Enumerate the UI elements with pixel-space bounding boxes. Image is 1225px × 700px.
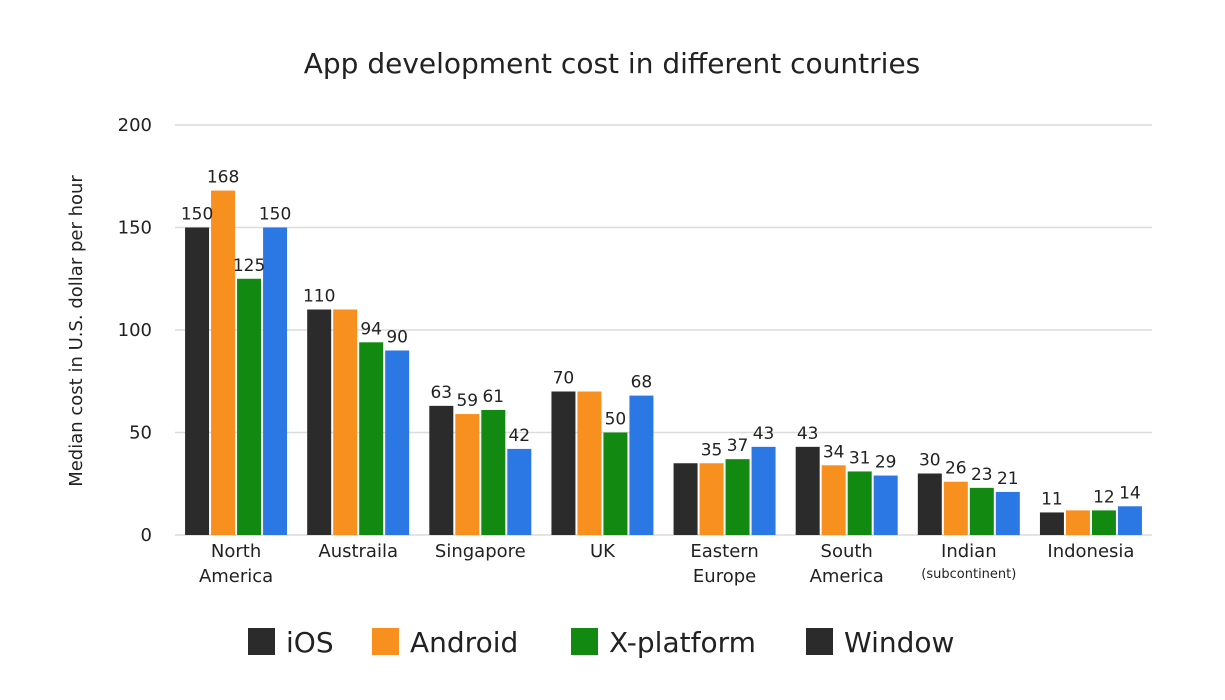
data-label: 11 xyxy=(1041,489,1063,509)
bar-window xyxy=(629,395,654,535)
x-category-label: America xyxy=(199,566,273,587)
data-label: 43 xyxy=(753,424,775,444)
data-label: 90 xyxy=(386,328,408,348)
data-label: 23 xyxy=(971,465,993,485)
bar-ios xyxy=(551,391,576,535)
data-label: 110 xyxy=(303,287,335,307)
data-label: 61 xyxy=(482,387,504,407)
data-label: 43 xyxy=(797,424,819,444)
data-label: 150 xyxy=(259,205,291,225)
legend-swatch-ios xyxy=(248,628,275,655)
bar-x-platform xyxy=(237,278,262,535)
bar-android xyxy=(821,465,846,535)
data-label: 14 xyxy=(1119,483,1141,503)
x-category-label: Austraila xyxy=(318,541,398,562)
x-category-label: Indonesia xyxy=(1047,541,1134,562)
bars xyxy=(185,190,1142,535)
bar-ios xyxy=(1039,512,1064,535)
bar-window xyxy=(995,491,1020,535)
x-category-label: America xyxy=(810,566,884,587)
data-label: 12 xyxy=(1093,487,1115,507)
y-tick-label: 50 xyxy=(129,423,152,444)
y-axis-ticks: 0 50 100 150 200 xyxy=(118,115,152,546)
data-label: 29 xyxy=(875,453,897,473)
bar-x-platform xyxy=(847,471,872,535)
data-label: 68 xyxy=(631,373,653,393)
bar-android xyxy=(577,391,602,535)
bar-android xyxy=(699,463,724,535)
y-tick-label: 200 xyxy=(118,115,152,136)
data-label: 50 xyxy=(605,410,627,430)
chart-title: App development cost in different countr… xyxy=(304,47,921,80)
legend-label: X-platform xyxy=(609,626,756,659)
bar-x-platform xyxy=(603,432,628,535)
x-category-label: Eastern xyxy=(690,541,758,562)
bar-window xyxy=(751,446,776,535)
bar-android xyxy=(1065,510,1090,535)
bar-window xyxy=(385,350,410,535)
bar-ios xyxy=(429,405,454,535)
legend-label: iOS xyxy=(286,626,334,659)
bar-ios xyxy=(673,463,698,535)
x-axis-categories: North America Austraila Singapore UK Eastern E… xyxy=(199,541,1135,587)
data-label: 94 xyxy=(360,319,382,339)
bar-ios xyxy=(185,227,210,535)
legend-swatch-x-platform xyxy=(571,628,598,655)
legend-label: Android xyxy=(410,626,518,659)
data-label: 26 xyxy=(945,459,967,479)
bar-window xyxy=(263,227,288,535)
bar-x-platform xyxy=(725,459,750,535)
x-category-label: North xyxy=(211,541,261,562)
data-label: 34 xyxy=(823,442,845,462)
bar-ios xyxy=(307,309,332,535)
x-category-label: UK xyxy=(590,541,616,562)
data-label: 150 xyxy=(181,205,213,225)
bar-android xyxy=(943,481,968,535)
x-category-label: Europe xyxy=(693,566,756,587)
bar-android xyxy=(211,190,236,535)
bar-window xyxy=(1117,506,1142,535)
data-label: 21 xyxy=(997,469,1019,489)
data-label: 63 xyxy=(430,383,452,403)
data-label: 70 xyxy=(553,369,575,389)
data-label: 37 xyxy=(727,436,749,456)
y-tick-label: 150 xyxy=(118,218,152,239)
data-label: 125 xyxy=(233,256,265,276)
data-label: 59 xyxy=(456,391,478,411)
x-category-label: South xyxy=(821,541,873,562)
y-axis-label: Median cost in U.S. dollar per hour xyxy=(66,175,87,487)
bar-window xyxy=(507,448,532,535)
bar-x-platform xyxy=(359,342,384,535)
bar-window xyxy=(873,475,898,535)
data-label: 30 xyxy=(919,451,941,471)
legend: iOS Android X-platform Window xyxy=(248,626,954,659)
bar-ios xyxy=(917,473,942,535)
bar-ios xyxy=(795,446,820,535)
bar-android xyxy=(333,309,358,535)
bar-x-platform xyxy=(969,487,994,535)
bar-android xyxy=(455,414,480,535)
legend-label: Window xyxy=(844,626,954,659)
data-label: 42 xyxy=(508,426,530,446)
x-category-sublabel: (subcontinent) xyxy=(921,567,1016,582)
y-tick-label: 0 xyxy=(141,525,152,546)
legend-swatch-window xyxy=(806,628,833,655)
data-label: 35 xyxy=(701,440,723,460)
bar-x-platform xyxy=(1091,510,1116,535)
bar-x-platform xyxy=(481,409,506,535)
data-label: 168 xyxy=(207,168,239,188)
x-category-label: Indian xyxy=(941,541,997,562)
data-label: 31 xyxy=(849,448,871,468)
y-tick-label: 100 xyxy=(118,320,152,341)
legend-swatch-android xyxy=(372,628,399,655)
x-category-label: Singapore xyxy=(435,541,526,562)
